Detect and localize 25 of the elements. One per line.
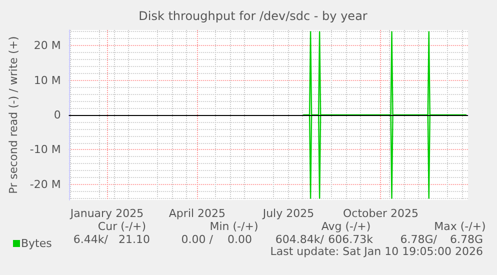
text: 0.00	[228, 233, 252, 246]
x-tick-label: July 2025	[262, 207, 314, 220]
y-tick-label: 0	[54, 108, 61, 122]
y-tick-label: 20 M	[34, 39, 61, 52]
text: 604.84k/	[275, 233, 324, 246]
y-axis-title: Pr second read (-) / write (+)	[7, 36, 20, 194]
x-tick-label: January 2025	[69, 207, 144, 220]
text: 6.78G/	[400, 233, 438, 246]
text: 6.78G	[450, 233, 483, 246]
text: Max (-/+)	[434, 220, 486, 233]
text: 0.00 /	[181, 233, 214, 246]
y-tick-label: -10 M	[30, 143, 61, 156]
legend-label: Bytes	[21, 237, 52, 250]
text: 606.73k	[328, 233, 374, 246]
x-tick-label: October 2025	[342, 207, 419, 220]
y-tick-label: -20 M	[30, 178, 61, 191]
y-tick-label: 10 M	[34, 74, 61, 87]
text: 6.44k/	[73, 233, 108, 246]
text: Cur (-/+)	[98, 220, 146, 233]
text: 21.10	[118, 233, 150, 246]
chart-title: Disk throughput for /dev/sdc - by year	[138, 9, 368, 23]
text: Min (-/+)	[210, 220, 258, 233]
x-tick-label: April 2025	[168, 207, 226, 220]
text: Avg (-/+)	[321, 220, 371, 233]
text: Last update: Sat Jan 10 19:05:00 2026	[270, 245, 483, 258]
